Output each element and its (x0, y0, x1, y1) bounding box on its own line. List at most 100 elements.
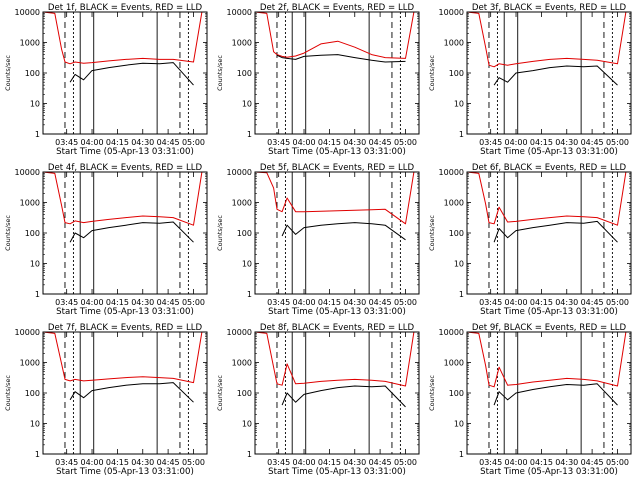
x-tick-label: 04:15 (530, 458, 553, 467)
y-tick-label: 10 (454, 260, 464, 269)
plot-frame (42, 11, 208, 135)
events-series-line (69, 382, 194, 403)
y-tick-label: 10000 (439, 168, 464, 177)
y-tick-label: 1000 (20, 39, 40, 48)
y-tick-label: 1000 (444, 39, 464, 48)
panel-title: Det 1f, BLACK = Events, RED = LLD (48, 3, 203, 13)
x-tick-label: 04:15 (318, 458, 341, 467)
x-tick-label: 03:45 (267, 458, 290, 467)
y-axis-label: Counts/sec (4, 55, 12, 91)
y-tick-label: 10000 (439, 8, 464, 17)
x-tick-label: 04:45 (157, 138, 180, 147)
x-tick-label: 05:00 (606, 458, 629, 467)
x-tick-label: 04:15 (318, 138, 341, 147)
y-tick-label: 10 (454, 100, 464, 109)
y-axis-label: Counts/sec (216, 215, 224, 251)
events-series-line (69, 221, 194, 243)
events-series-line (276, 54, 406, 63)
y-tick-label: 1 (247, 130, 252, 139)
y-tick-label: 1 (459, 290, 464, 299)
events-series-line (493, 383, 618, 406)
x-tick-label: 03:45 (55, 138, 78, 147)
y-tick-label: 1 (459, 450, 464, 459)
lld-series-line (466, 171, 627, 226)
lld-series-line (42, 171, 203, 226)
x-tick-label: 04:30 (131, 458, 154, 467)
y-tick-label: 1000 (232, 39, 252, 48)
x-tick-label: 04:45 (157, 458, 180, 467)
y-tick-label: 1000 (20, 359, 40, 368)
x-tick-label: 04:00 (80, 298, 103, 307)
panel-title: Det 8f, BLACK = Events, RED = LLD (260, 323, 415, 333)
y-tick-label: 10 (30, 420, 40, 429)
y-tick-label: 100 (237, 69, 252, 78)
plot-frame (254, 11, 420, 135)
x-tick-label: 03:45 (479, 138, 502, 147)
x-tick-label: 04:15 (106, 138, 129, 147)
panel-9: Det 9f, BLACK = Events, RED = LLD Counts/… (428, 323, 632, 477)
plot-frame (466, 171, 632, 295)
x-axis-label: Start Time (05-Apr-13 03:31:00) (480, 467, 618, 477)
x-tick-label: 04:00 (292, 298, 315, 307)
panel-title: Det 3f, BLACK = Events, RED = LLD (472, 3, 627, 13)
y-tick-label: 10000 (227, 168, 252, 177)
panel-6: Det 6f, BLACK = Events, RED = LLD Counts/… (428, 163, 632, 317)
panel-5: Det 5f, BLACK = Events, RED = LLD Counts/… (216, 163, 420, 317)
events-series-line (281, 385, 406, 408)
x-tick-label: 03:45 (479, 458, 502, 467)
x-tick-label: 04:30 (343, 138, 366, 147)
x-tick-label: 04:45 (581, 298, 604, 307)
y-tick-label: 100 (237, 389, 252, 398)
y-axis-label: Counts/sec (428, 55, 436, 91)
y-tick-label: 10 (242, 100, 252, 109)
y-tick-label: 1 (35, 450, 40, 459)
x-axis-label: Start Time (05-Apr-13 03:31:00) (268, 307, 406, 317)
y-tick-label: 10 (30, 100, 40, 109)
x-tick-label: 03:45 (479, 298, 502, 307)
panel-title: Det 2f, BLACK = Events, RED = LLD (260, 3, 415, 13)
plot-frame (254, 171, 420, 295)
y-tick-label: 1 (35, 290, 40, 299)
plot-frame (42, 171, 208, 295)
x-axis-label: Start Time (05-Apr-13 03:31:00) (56, 307, 194, 317)
events-series-line (493, 220, 618, 243)
panel-title: Det 5f, BLACK = Events, RED = LLD (260, 163, 415, 173)
panel-title: Det 4f, BLACK = Events, RED = LLD (48, 163, 203, 173)
x-tick-label: 05:00 (606, 298, 629, 307)
lld-series-line (42, 11, 203, 65)
x-axis-label: Start Time (05-Apr-13 03:31:00) (56, 147, 194, 157)
y-tick-label: 1000 (20, 199, 40, 208)
x-axis-label: Start Time (05-Apr-13 03:31:00) (268, 467, 406, 477)
x-tick-label: 04:45 (369, 458, 392, 467)
panel-title: Det 6f, BLACK = Events, RED = LLD (472, 163, 627, 173)
x-axis-label: Start Time (05-Apr-13 03:31:00) (480, 307, 618, 317)
y-axis-label: Counts/sec (216, 55, 224, 91)
x-tick-label: 05:00 (182, 138, 205, 147)
panel-4: Det 4f, BLACK = Events, RED = LLD Counts/… (4, 163, 208, 317)
y-tick-label: 100 (237, 229, 252, 238)
y-tick-label: 100 (25, 389, 40, 398)
y-tick-label: 1000 (232, 199, 252, 208)
x-tick-label: 04:30 (131, 298, 154, 307)
x-tick-label: 04:00 (80, 458, 103, 467)
y-axis-label: Counts/sec (428, 375, 436, 411)
y-tick-label: 100 (449, 389, 464, 398)
y-tick-label: 100 (449, 229, 464, 238)
x-tick-label: 05:00 (182, 458, 205, 467)
x-axis-label: Start Time (05-Apr-13 03:31:00) (268, 147, 406, 157)
x-tick-label: 04:00 (504, 138, 527, 147)
x-tick-label: 04:45 (581, 458, 604, 467)
x-tick-label: 04:45 (581, 138, 604, 147)
y-tick-label: 10000 (227, 8, 252, 17)
y-axis-label: Counts/sec (216, 375, 224, 411)
y-tick-label: 1 (459, 130, 464, 139)
x-tick-label: 04:00 (80, 138, 103, 147)
x-axis-label: Start Time (05-Apr-13 03:31:00) (480, 147, 618, 157)
x-tick-label: 04:30 (131, 138, 154, 147)
x-tick-label: 04:30 (343, 458, 366, 467)
x-tick-label: 04:15 (106, 298, 129, 307)
y-tick-label: 100 (449, 69, 464, 78)
x-tick-label: 04:15 (530, 298, 553, 307)
y-tick-label: 1 (247, 450, 252, 459)
